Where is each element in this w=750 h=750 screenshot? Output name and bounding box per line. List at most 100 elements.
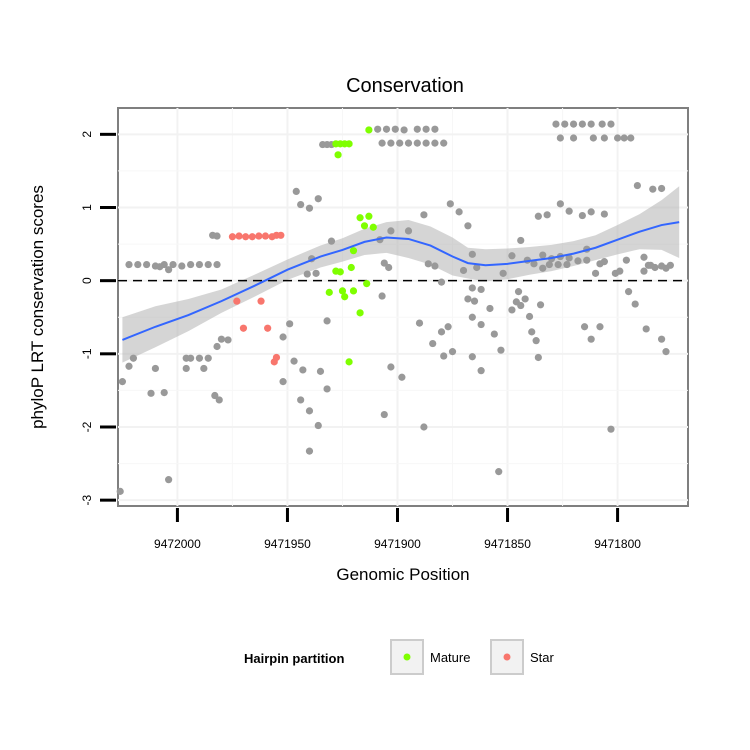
point-other-174 [646,261,655,269]
point-other-134 [545,260,553,269]
point-other-2 [143,260,151,269]
point-other-14 [213,232,221,240]
point-other-118 [517,236,525,245]
point-mature-4 [334,151,342,159]
point-other-111 [508,306,516,314]
point-other-108 [497,346,505,354]
point-other-117 [508,252,516,260]
point-other-68 [413,139,421,147]
y-tick-label-1: -2 [80,421,94,432]
point-other-48 [314,421,322,430]
legend-swatch-star [503,653,511,661]
point-other-177 [624,288,633,296]
point-other-140 [569,120,578,128]
point-other-142 [587,120,595,128]
point-star-1 [235,232,243,240]
point-other-110 [499,269,507,277]
y-tick-label-4: 1 [80,204,94,211]
point-other-19 [125,362,133,370]
point-other-47 [305,407,314,415]
point-mature-8 [360,222,369,230]
point-other-181 [662,348,670,356]
point-other-135 [554,260,562,269]
point-other-6 [178,262,186,270]
point-other-147 [589,134,597,142]
point-other-12 [156,263,164,271]
point-other-154 [587,208,595,216]
point-other-132 [539,251,547,259]
point-star-3 [248,233,256,241]
legend-label-star: Star [530,650,555,665]
point-star-10 [257,297,265,305]
point-other-90 [440,352,448,360]
point-other-27 [204,354,212,362]
point-other-10 [213,260,221,269]
point-star-0 [228,233,237,241]
point-other-22 [160,388,168,397]
point-other-61 [413,125,421,133]
point-other-161 [591,269,600,277]
point-other-73 [387,227,395,235]
point-mature-16 [341,293,349,301]
point-other-44 [299,366,307,374]
point-other-41 [286,320,294,328]
point-other-123 [534,212,542,220]
point-other-8 [195,260,204,269]
point-other-81 [380,410,388,419]
point-other-53 [323,385,331,393]
point-other-151 [627,134,635,142]
point-other-136 [563,260,571,269]
point-other-15 [217,335,226,343]
point-other-158 [587,335,595,343]
point-other-98 [468,284,476,292]
point-mature-10 [349,247,358,255]
point-other-71 [440,139,448,147]
legend-swatch-mature [403,653,411,661]
point-other-80 [398,373,406,381]
point-other-139 [561,120,569,128]
point-other-148 [600,134,608,142]
point-other-149 [613,134,622,142]
point-other-141 [578,120,586,128]
point-other-79 [387,363,395,371]
point-other-28 [182,364,190,373]
point-other-88 [437,328,446,336]
point-other-26 [195,354,204,362]
confidence-band [122,186,680,363]
point-other-114 [514,288,523,296]
point-other-182 [607,425,615,433]
point-other-97 [459,266,468,275]
point-mature-14 [325,288,333,296]
point-mature-5 [365,126,373,134]
point-other-162 [600,258,608,266]
point-other-164 [616,267,624,275]
point-other-180 [657,335,666,343]
point-other-50 [323,317,331,325]
point-other-153 [578,211,586,220]
point-other-122 [534,353,542,362]
point-other-5 [169,260,177,269]
point-other-34 [292,187,300,196]
point-other-105 [490,330,498,338]
point-other-45 [279,378,287,386]
point-other-31 [215,396,223,404]
point-other-115 [521,295,529,303]
point-other-93 [455,208,463,216]
point-other-51 [327,237,336,245]
point-other-138 [552,120,560,128]
point-mature-7 [365,212,373,220]
point-other-29 [200,364,208,373]
point-other-129 [565,254,573,262]
point-other-75 [420,211,428,219]
point-mature-11 [347,263,355,272]
point-mature-17 [349,287,358,295]
point-other-99 [477,285,485,294]
point-other-17 [213,342,221,351]
point-other-62 [422,125,430,133]
point-mature-6 [356,214,364,222]
point-other-179 [642,325,650,333]
point-other-11 [165,266,173,274]
point-other-106 [468,353,476,361]
point-other-64 [378,139,386,147]
